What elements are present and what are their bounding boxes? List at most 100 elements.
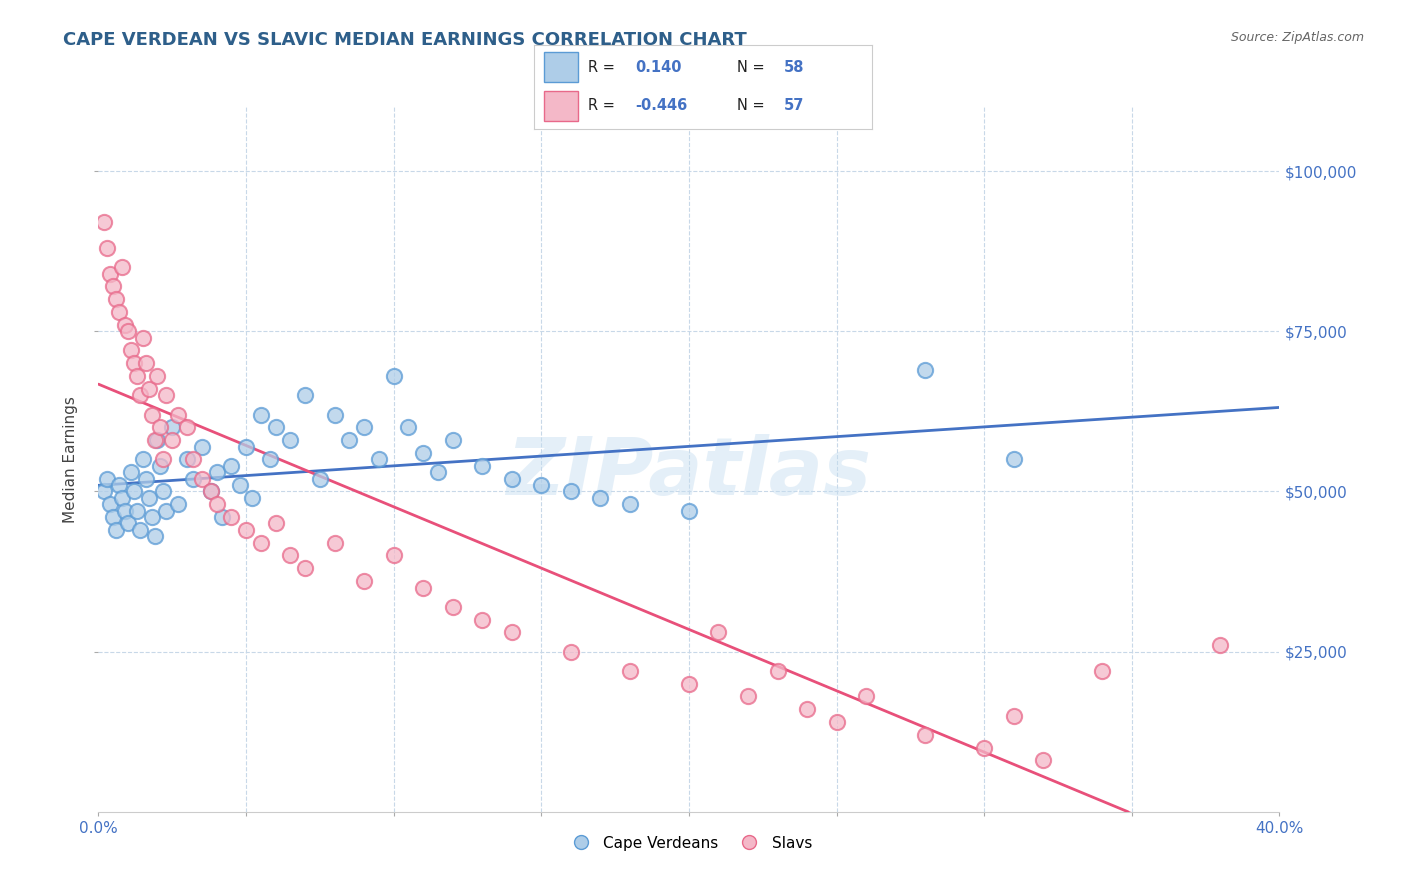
Point	[138, 382, 160, 396]
Bar	[544, 91, 578, 120]
Point	[530, 478, 553, 492]
Text: N =: N =	[737, 60, 765, 75]
Point	[132, 452, 155, 467]
Point	[138, 491, 160, 505]
Point	[427, 465, 450, 479]
Point	[125, 369, 148, 384]
Point	[155, 503, 177, 517]
Point	[914, 362, 936, 376]
Point	[98, 267, 121, 281]
Point	[181, 472, 204, 486]
Point	[973, 740, 995, 755]
Point	[914, 728, 936, 742]
Text: -0.446: -0.446	[636, 98, 688, 113]
Point	[105, 292, 128, 306]
Point	[368, 452, 391, 467]
Point	[221, 458, 243, 473]
Point	[825, 714, 848, 729]
Point	[135, 472, 157, 486]
Text: Source: ZipAtlas.com: Source: ZipAtlas.com	[1230, 31, 1364, 45]
Point	[122, 356, 145, 370]
Point	[323, 408, 346, 422]
Point	[264, 516, 287, 531]
Text: N =: N =	[737, 98, 765, 113]
Point	[412, 446, 434, 460]
Point	[120, 343, 142, 358]
Point	[162, 433, 183, 447]
Point	[353, 574, 375, 588]
Point	[250, 408, 273, 422]
Point	[1091, 664, 1114, 678]
Point	[855, 690, 877, 704]
Y-axis label: Median Earnings: Median Earnings	[63, 396, 79, 523]
Point	[105, 523, 128, 537]
Text: 0.140: 0.140	[636, 60, 682, 75]
Point	[707, 625, 730, 640]
Point	[117, 516, 139, 531]
Point	[152, 452, 174, 467]
Point	[108, 478, 131, 492]
Point	[103, 279, 125, 293]
Text: 58: 58	[785, 60, 804, 75]
Point	[132, 331, 155, 345]
Point	[111, 260, 134, 275]
Point	[240, 491, 263, 505]
Point	[117, 324, 139, 338]
Point	[678, 503, 700, 517]
Point	[259, 452, 281, 467]
Point	[441, 433, 464, 447]
Point	[122, 484, 145, 499]
Point	[141, 510, 163, 524]
Point	[191, 440, 214, 454]
Point	[339, 433, 361, 447]
Point	[149, 420, 172, 434]
Point	[96, 472, 118, 486]
Text: R =: R =	[588, 98, 616, 113]
Point	[1002, 452, 1025, 467]
Point	[205, 497, 228, 511]
Point	[146, 369, 169, 384]
Point	[125, 503, 148, 517]
Point	[323, 535, 346, 549]
Point	[737, 690, 759, 704]
Point	[205, 465, 228, 479]
Point	[152, 484, 174, 499]
Point	[796, 702, 818, 716]
Point	[93, 215, 115, 229]
Point	[471, 458, 494, 473]
Point	[382, 369, 405, 384]
Text: CAPE VERDEAN VS SLAVIC MEDIAN EARNINGS CORRELATION CHART: CAPE VERDEAN VS SLAVIC MEDIAN EARNINGS C…	[63, 31, 747, 49]
Point	[1032, 754, 1054, 768]
Point	[211, 510, 233, 524]
Text: ZIPatlas: ZIPatlas	[506, 434, 872, 513]
Point	[143, 529, 166, 543]
Point	[103, 510, 125, 524]
Point	[382, 549, 405, 563]
Point	[114, 503, 136, 517]
Point	[167, 408, 190, 422]
Point	[96, 241, 118, 255]
Point	[143, 433, 166, 447]
Text: R =: R =	[588, 60, 616, 75]
Point	[294, 388, 316, 402]
Point	[398, 420, 420, 434]
Point	[412, 581, 434, 595]
Point	[135, 356, 157, 370]
Point	[108, 305, 131, 319]
Point	[146, 433, 169, 447]
Point	[176, 420, 198, 434]
Point	[501, 625, 523, 640]
Point	[98, 497, 121, 511]
Point	[155, 388, 177, 402]
Point	[120, 465, 142, 479]
Point	[235, 440, 257, 454]
Point	[501, 472, 523, 486]
Point	[167, 497, 190, 511]
Point	[294, 561, 316, 575]
Point	[176, 452, 198, 467]
Point	[766, 664, 789, 678]
Point	[229, 478, 252, 492]
Point	[235, 523, 257, 537]
Point	[114, 318, 136, 332]
Point	[200, 484, 222, 499]
